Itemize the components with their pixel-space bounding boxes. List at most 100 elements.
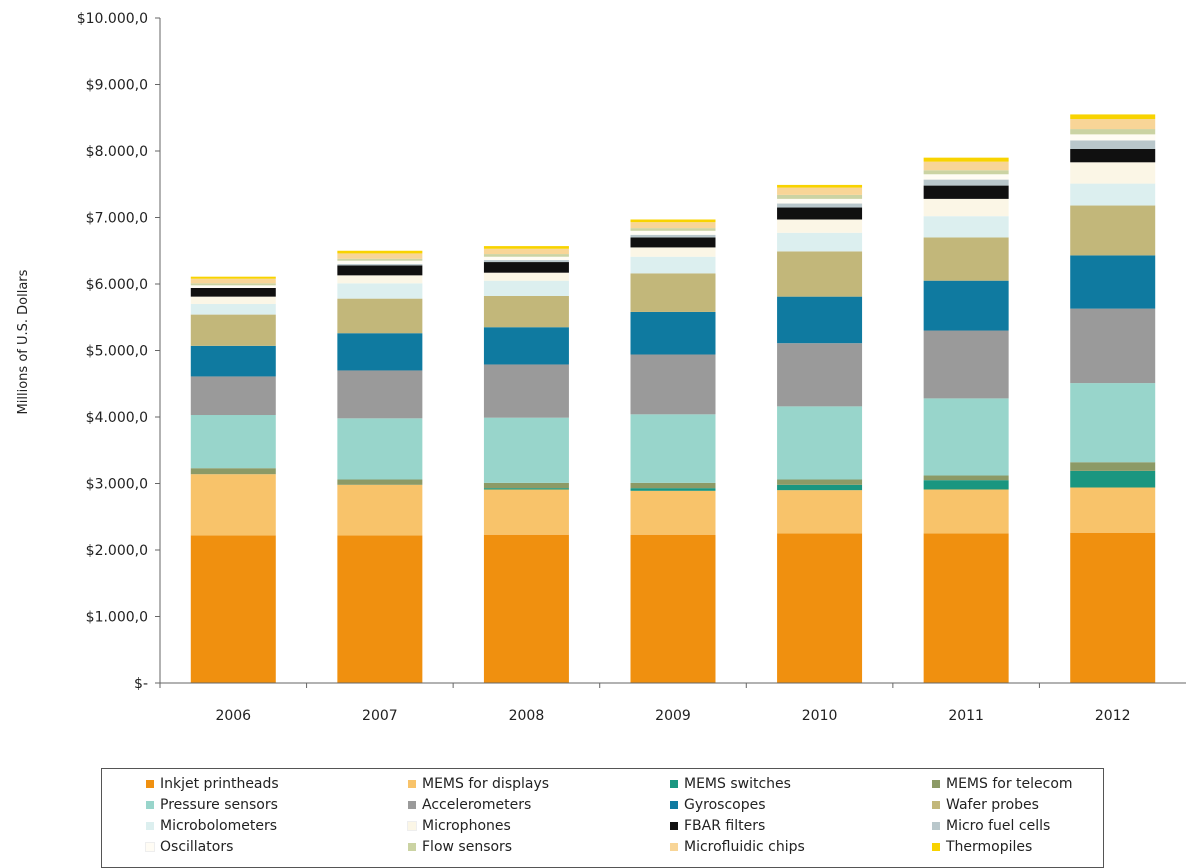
- bar-segment-2011-pressure-sensors: [923, 398, 1009, 476]
- y-tick-label: $-: [134, 676, 148, 692]
- bar-segment-2007-gyroscopes: [337, 333, 423, 371]
- bar-segment-2010-wafer-probes: [777, 251, 863, 297]
- bar-segment-2009-micro-fuel-cells: [630, 234, 716, 238]
- stacked-bar-chart: 2006 2007 2008 2009 2010 2011 2012 $- $1.000,0 $2…: [16, 11, 1186, 724]
- legend-swatch: [146, 779, 154, 788]
- y-tick-label: $4.000,0: [86, 410, 148, 426]
- bar-segment-2007-microphones: [337, 275, 423, 284]
- legend-swatch: [932, 821, 940, 830]
- bar-segment-2011-oscillators: [923, 174, 1009, 180]
- y-tick-label: $10.000,0: [77, 11, 148, 27]
- bar-segment-2006-gyroscopes: [190, 345, 276, 377]
- bar-segment-2009-mems-for-telecom: [630, 482, 716, 489]
- bar-segment-2008-wafer-probes: [483, 295, 569, 328]
- bar-segment-2007-micro-fuel-cells: [337, 264, 423, 266]
- y-tick-label: $1.000,0: [86, 610, 148, 626]
- bar-segment-2012-flow-sensors: [1070, 129, 1156, 135]
- y-tick-label: $7.000,0: [86, 211, 148, 227]
- bar-segment-2011-mems-for-displays: [923, 489, 1009, 534]
- bar-segment-2008-fbar-filters: [483, 262, 569, 273]
- bar-segment-2009-flow-sensors: [630, 228, 716, 231]
- y-axis-title: Millions of U.S. Dollars: [16, 269, 31, 414]
- legend-swatch: [408, 842, 416, 851]
- bar-segment-2011-micro-fuel-cells: [923, 179, 1009, 186]
- y-tick-label: $3.000,0: [86, 477, 148, 493]
- bar-segment-2010-fbar-filters: [777, 207, 863, 220]
- bar-segment-2007-pressure-sensors: [337, 418, 423, 480]
- bar-segment-2008-thermopiles: [483, 246, 569, 249]
- legend-swatch: [670, 842, 678, 851]
- legend-item: Microbolometers: [146, 815, 408, 836]
- y-tick-label: $5.000,0: [86, 344, 148, 360]
- bar-segment-2009-gyroscopes: [630, 311, 716, 355]
- legend-item: Oscillators: [145, 836, 408, 857]
- bar-segment-2010-flow-sensors: [777, 194, 863, 199]
- bar-segment-2012-microphones: [1070, 162, 1156, 184]
- x-tick-label: 2012: [1095, 708, 1131, 724]
- legend-label: Inkjet printheads: [160, 775, 279, 792]
- legend-swatch: [408, 779, 416, 788]
- bar-segment-2008-pressure-sensors: [483, 417, 569, 483]
- legend-label: Pressure sensors: [160, 796, 278, 813]
- bar-segment-2007-thermopiles: [337, 250, 423, 254]
- bar-segment-2008-microphones: [483, 272, 569, 281]
- bar-segment-2007-wafer-probes: [337, 298, 423, 334]
- bar-segment-2011-microphones: [923, 198, 1009, 217]
- bar-segment-2011-microfluidic-chips: [923, 161, 1009, 171]
- legend-label: Oscillators: [160, 838, 234, 855]
- bar-segment-2007-accelerometers: [337, 370, 423, 419]
- bar-segment-2011-inkjet-printheads: [923, 533, 1009, 683]
- bar-segment-2006-accelerometers: [190, 376, 276, 416]
- legend-swatch: [146, 800, 154, 809]
- y-tick-label: $2.000,0: [86, 543, 148, 559]
- y-tick-label: $6.000,0: [86, 277, 148, 293]
- bar-segment-2006-inkjet-printheads: [190, 535, 276, 683]
- bar-segment-2008-mems-for-displays: [483, 489, 569, 535]
- bar-segment-2011-flow-sensors: [923, 170, 1009, 175]
- bar-segment-2012-thermopiles: [1070, 114, 1156, 120]
- legend-label: MEMS for telecom: [946, 775, 1073, 792]
- bar-segment-2010-gyroscopes: [777, 296, 863, 344]
- legend-swatch: [670, 821, 678, 830]
- legend-item: Pressure sensors: [146, 794, 408, 815]
- legend-item: MEMS for displays: [408, 773, 670, 794]
- y-tick-label: $9.000,0: [86, 78, 148, 94]
- bar-segment-2008-gyroscopes: [483, 327, 569, 365]
- bar-segment-2007-fbar-filters: [337, 265, 423, 276]
- bar-segment-2011-microbolometers: [923, 216, 1009, 238]
- bar-segment-2009-microphones: [630, 247, 716, 257]
- legend-item: FBAR filters: [670, 815, 932, 836]
- bar-segment-2011-mems-for-telecom: [923, 475, 1009, 481]
- legend-label: FBAR filters: [684, 817, 766, 834]
- legend-item: Thermopiles: [932, 836, 1147, 857]
- bar-segment-2010-mems-switches: [777, 484, 863, 491]
- bar-segment-2006-oscillators: [190, 285, 276, 288]
- legend-item: MEMS switches: [670, 773, 932, 794]
- bar-segment-2009-microfluidic-chips: [630, 222, 716, 229]
- bar-segment-2007-oscillators: [337, 260, 423, 265]
- legend-label: MEMS switches: [684, 775, 791, 792]
- bar-segment-2007-mems-for-telecom: [337, 479, 423, 485]
- x-tick-label: 2007: [362, 708, 398, 724]
- legend-item: Accelerometers: [408, 794, 670, 815]
- x-tick-label: 2011: [948, 708, 984, 724]
- bar-segment-2011-wafer-probes: [923, 237, 1009, 281]
- bar-segment-2012-inkjet-printheads: [1070, 532, 1156, 683]
- bar-segment-2012-fbar-filters: [1070, 149, 1156, 163]
- legend-item: Flow sensors: [408, 836, 670, 857]
- legend-item: Microfluidic chips: [670, 836, 932, 857]
- bar-segment-2012-accelerometers: [1070, 308, 1156, 384]
- bar-segment-2006-mems-for-telecom: [190, 468, 276, 475]
- bar-segment-2008-flow-sensors: [483, 254, 569, 257]
- bar-segment-2006-microbolometers: [190, 303, 276, 315]
- legend-label: Flow sensors: [422, 838, 513, 855]
- bar-segment-2009-fbar-filters: [630, 237, 716, 248]
- bar-segment-2012-oscillators: [1070, 134, 1156, 141]
- bar-segment-2012-mems-switches: [1070, 470, 1156, 488]
- bar-segment-2012-microbolometers: [1070, 183, 1156, 206]
- bar-segment-2006-pressure-sensors: [190, 415, 276, 469]
- legend-swatch: [407, 820, 417, 831]
- bar-segment-2010-microfluidic-chips: [777, 187, 863, 195]
- y-tick-label: $8.000,0: [86, 144, 148, 160]
- bar-segment-2010-microphones: [777, 219, 863, 233]
